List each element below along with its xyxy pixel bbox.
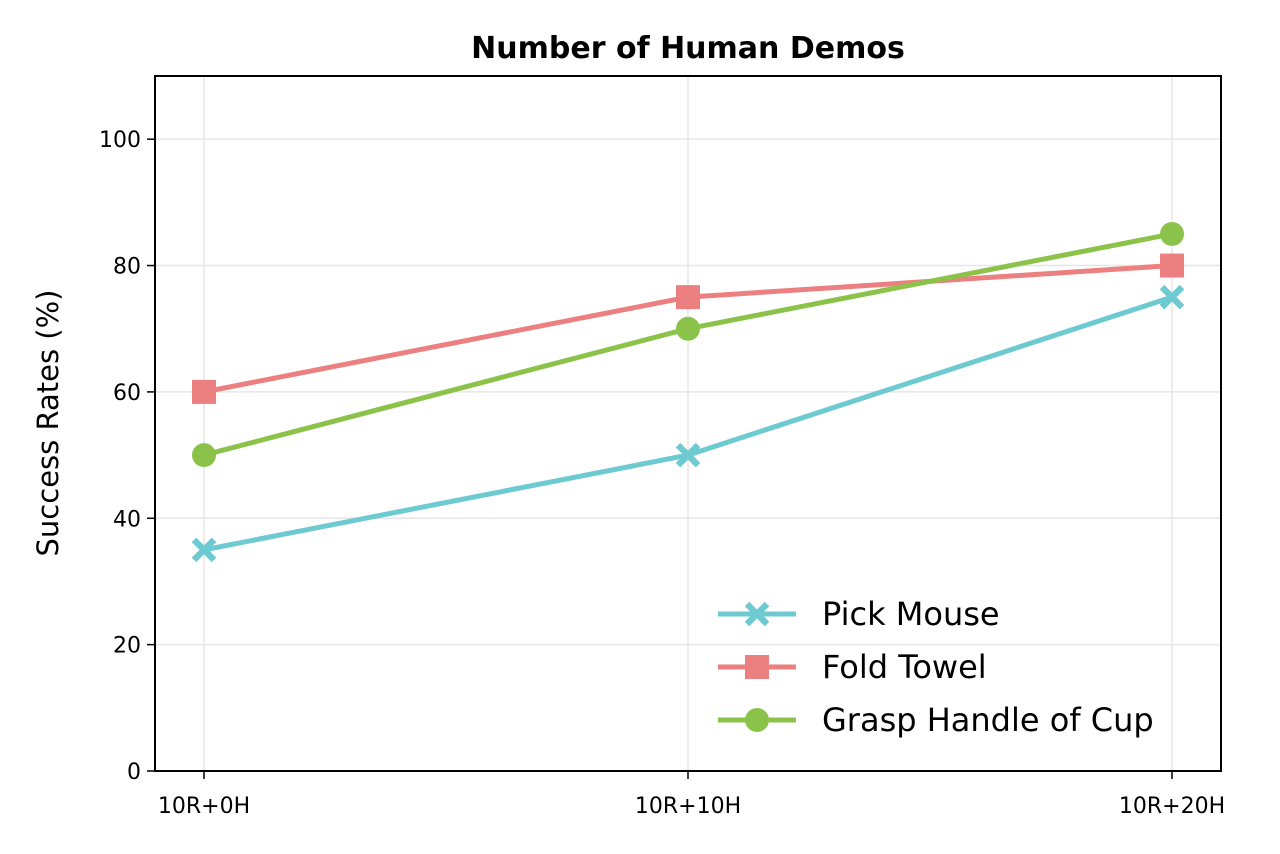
legend-label: Pick Mouse: [822, 595, 1000, 633]
data-point-marker: [676, 285, 700, 310]
x-tick-label: 10R+20H: [1119, 794, 1225, 819]
data-point-marker: [675, 442, 701, 468]
y-axis-label: Success Rates (%): [31, 290, 65, 557]
y-tick-label: 40: [113, 507, 141, 532]
legend-label: Fold Towel: [822, 648, 987, 686]
y-tick-label: 100: [99, 128, 141, 153]
y-tick-label: 0: [127, 760, 141, 785]
x-tick-label: 10R+10H: [635, 794, 741, 819]
legend-marker: [744, 601, 770, 627]
y-tick-label: 20: [113, 634, 141, 659]
y-tick-label: 80: [113, 255, 141, 280]
legend: Pick Mouse Fold Towel Grasp Handle of Cup: [718, 595, 1154, 739]
axis-ticks: 0 20 40 60 80 100 10R+0H 10R+10H 10R+20H: [99, 128, 1225, 819]
data-point-marker: [192, 379, 216, 404]
data-point-marker: [1160, 253, 1184, 278]
data-point-marker: [1159, 284, 1185, 310]
grid: [155, 76, 1221, 772]
legend-marker: [745, 708, 769, 732]
data-point-marker: [676, 316, 700, 341]
data-point-marker: [191, 537, 217, 563]
series-layer: [191, 221, 1185, 563]
legend-label: Grasp Handle of Cup: [822, 701, 1154, 739]
data-point-marker: [192, 443, 216, 468]
data-point-marker: [1160, 221, 1184, 246]
y-tick-label: 60: [113, 381, 141, 406]
chart-title: Number of Human Demos: [471, 31, 905, 66]
legend-marker: [745, 655, 769, 679]
x-tick-label: 10R+0H: [158, 794, 250, 819]
